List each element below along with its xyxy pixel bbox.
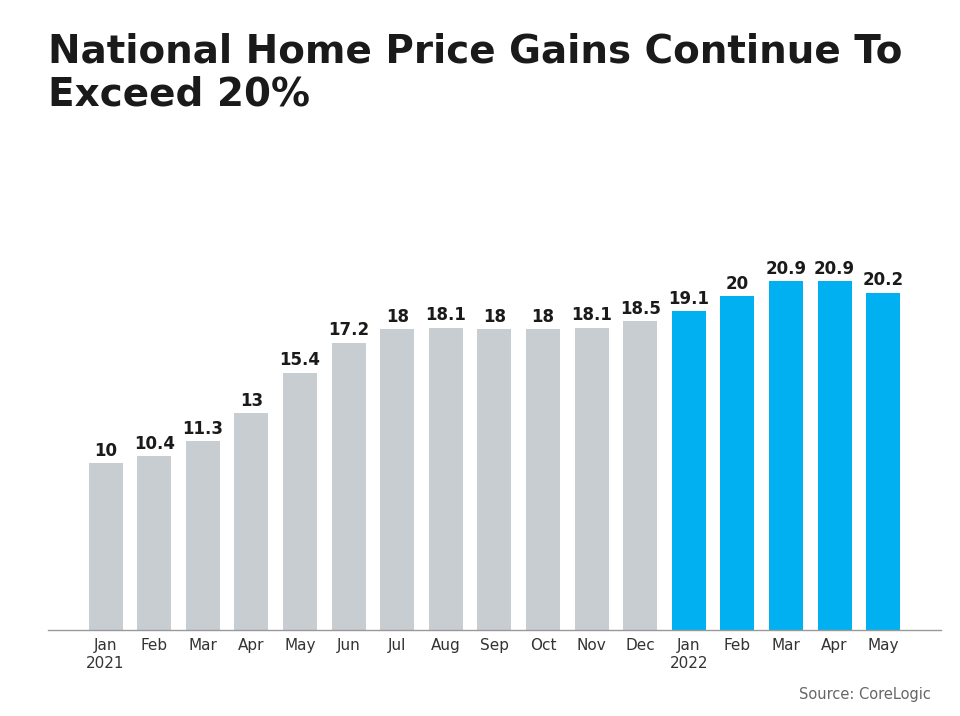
- Bar: [186, 441, 220, 630]
- Text: 17.2: 17.2: [328, 321, 370, 339]
- Text: 18.1: 18.1: [571, 306, 612, 324]
- Bar: [672, 311, 706, 630]
- Text: 20.9: 20.9: [765, 260, 806, 278]
- Bar: [429, 328, 463, 630]
- Text: 10: 10: [94, 442, 117, 460]
- Text: 19.1: 19.1: [668, 290, 709, 308]
- Text: 20.9: 20.9: [814, 260, 855, 278]
- Text: 18.5: 18.5: [620, 300, 660, 318]
- Bar: [575, 328, 609, 630]
- Text: 11.3: 11.3: [182, 420, 224, 438]
- Text: 18.1: 18.1: [425, 306, 467, 324]
- Bar: [88, 463, 123, 630]
- Bar: [720, 296, 755, 630]
- Text: 18: 18: [483, 308, 506, 326]
- Text: 18: 18: [532, 308, 555, 326]
- Bar: [818, 281, 852, 630]
- Text: 18: 18: [386, 308, 409, 326]
- Text: 20: 20: [726, 275, 749, 293]
- Bar: [526, 329, 560, 630]
- Text: Source: CoreLogic: Source: CoreLogic: [800, 687, 931, 702]
- Bar: [380, 329, 414, 630]
- Text: 15.4: 15.4: [279, 352, 321, 369]
- Text: 20.2: 20.2: [863, 271, 903, 289]
- Text: National Home Price Gains Continue To: National Home Price Gains Continue To: [48, 32, 902, 70]
- Bar: [866, 293, 900, 630]
- Bar: [331, 343, 366, 630]
- Text: 10.4: 10.4: [133, 435, 175, 453]
- Bar: [623, 321, 658, 630]
- Text: 13: 13: [240, 392, 263, 410]
- Bar: [283, 373, 317, 630]
- Bar: [234, 413, 269, 630]
- Bar: [137, 456, 171, 630]
- Bar: [769, 281, 803, 630]
- Text: Exceed 20%: Exceed 20%: [48, 75, 310, 113]
- Bar: [477, 329, 512, 630]
